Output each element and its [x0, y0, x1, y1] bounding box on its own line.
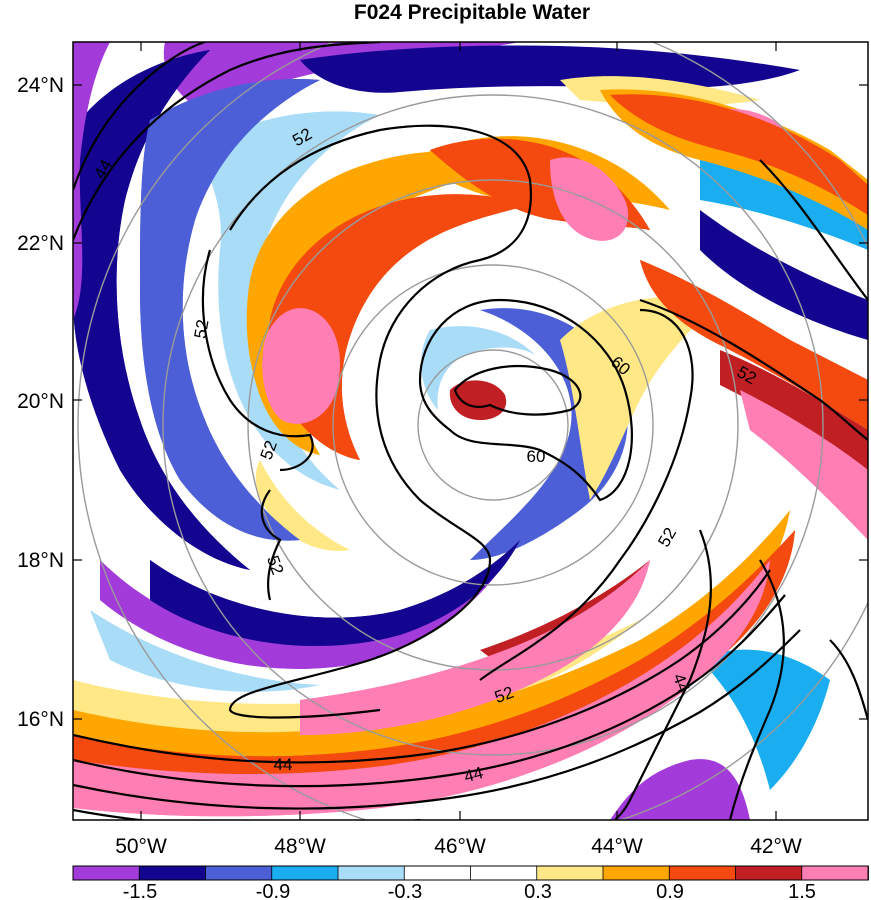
- contour-label-52-south-west: 44: [274, 755, 293, 774]
- shading-lightblue-south: [90, 610, 320, 692]
- shading-yellow-south-band: [73, 620, 640, 742]
- lat-label-20n: 20°N: [17, 390, 64, 413]
- map-frame: [72, 41, 869, 821]
- shading-navy-north-band: [300, 45, 800, 93]
- colorbar-label-pos-0-9: 0.9: [656, 881, 684, 900]
- colorbar-label-pos-1-5: 1.5: [788, 881, 816, 900]
- contour-44-east: [614, 529, 713, 820]
- map-plot-area: 52 44 52 52 52 60 60 52 52 52 44 44 44: [73, 42, 868, 820]
- contour-52-west-inner: [201, 249, 314, 472]
- contour-60-outer: [418, 298, 633, 502]
- shading-purple-southeast: [610, 759, 750, 820]
- colorbar-box: [337, 865, 406, 881]
- lon-label-48w: 48°W: [274, 835, 326, 858]
- map-title: F024 Precipitable Water: [354, 1, 590, 24]
- range-ring-1: [417, 349, 569, 501]
- colorbar-box: [536, 865, 604, 881]
- contour-label-60-center: 60: [527, 447, 546, 466]
- lat-label-16n: 16°N: [17, 708, 64, 731]
- colorbar-label-neg-1-5: -1.5: [123, 881, 157, 900]
- range-ring-5: [77, 42, 868, 820]
- shading-lightblue-ring: [200, 111, 380, 490]
- lat-label-24n: 24°N: [17, 74, 64, 97]
- black-contours: [73, 42, 868, 820]
- colorbar-box: [668, 865, 737, 881]
- contour-east-far: [728, 559, 786, 820]
- colorbar-box: [205, 865, 273, 881]
- shading-light-blue: [90, 111, 535, 692]
- colorbar-box: [271, 865, 339, 881]
- latitude-labels: 24°N 22°N 20°N 18°N 16°N: [17, 74, 64, 731]
- contour-52-east: [479, 308, 694, 681]
- colorbar-box: [72, 865, 141, 881]
- range-ring-2: [332, 264, 654, 586]
- shading-darkred-center: [449, 380, 507, 420]
- lat-label-18n: 18°N: [17, 549, 64, 572]
- contour-label-52-west: 52: [191, 318, 213, 340]
- contour-south-2: [73, 594, 786, 788]
- contour-labels: 52 44 52 52 52 60 60 52 52 52 44 44 44: [90, 124, 759, 786]
- colorbar: -1.5 -0.9 -0.3 0.3 0.9 1.5: [72, 865, 869, 900]
- shading-orange-spiral-west: [246, 151, 510, 456]
- colorbar-box: [470, 865, 538, 881]
- colorbar-label-neg-0-3: -0.3: [388, 881, 422, 900]
- shading-yellow-inner: [255, 460, 350, 551]
- colorbar-box: [801, 865, 869, 881]
- contour-52-southwest: [260, 489, 282, 601]
- range-ring-4: [162, 94, 824, 756]
- shading-yellow-east-band: [560, 296, 720, 500]
- colorbar-box: [403, 865, 472, 881]
- contour-52-northeast: [639, 298, 868, 441]
- contour-south-3: [73, 629, 801, 810]
- contour-west-52: [73, 42, 381, 241]
- contour-ne-44: [759, 159, 868, 301]
- lon-label-46w: 46°W: [434, 835, 486, 858]
- colorbar-label-neg-0-9: -0.9: [256, 881, 290, 900]
- colorbar-boxes: [72, 865, 869, 881]
- contour-west-44: [73, 42, 206, 191]
- colorbar-box: [602, 865, 671, 881]
- lon-label-42w: 42°W: [750, 835, 802, 858]
- contour-south-1: [73, 569, 771, 764]
- contour-east-far-2: [829, 639, 868, 721]
- contour-60-inner: [453, 364, 582, 416]
- contour-south-4: [73, 808, 420, 820]
- colorbar-label-pos-0-3: 0.3: [524, 881, 552, 900]
- colorbar-box: [735, 865, 803, 881]
- shading-navy-east-band: [700, 210, 868, 340]
- shading-purple-north-band: [163, 42, 521, 110]
- axis-ticks: [73, 42, 868, 820]
- lon-label-44w: 44°W: [591, 835, 643, 858]
- lat-label-22n: 22°N: [17, 232, 64, 255]
- colorbar-frame: [72, 865, 869, 881]
- colorbar-box: [138, 865, 207, 881]
- contour-label-44-south: 44: [462, 763, 485, 786]
- lon-label-50w: 50°W: [115, 835, 167, 858]
- longitude-labels: 50°W 48°W 46°W 44°W 42°W: [115, 835, 802, 858]
- shading-lightblue-center: [421, 326, 535, 410]
- contour-52-large: [228, 124, 532, 719]
- shading-darkred-east: [720, 350, 868, 470]
